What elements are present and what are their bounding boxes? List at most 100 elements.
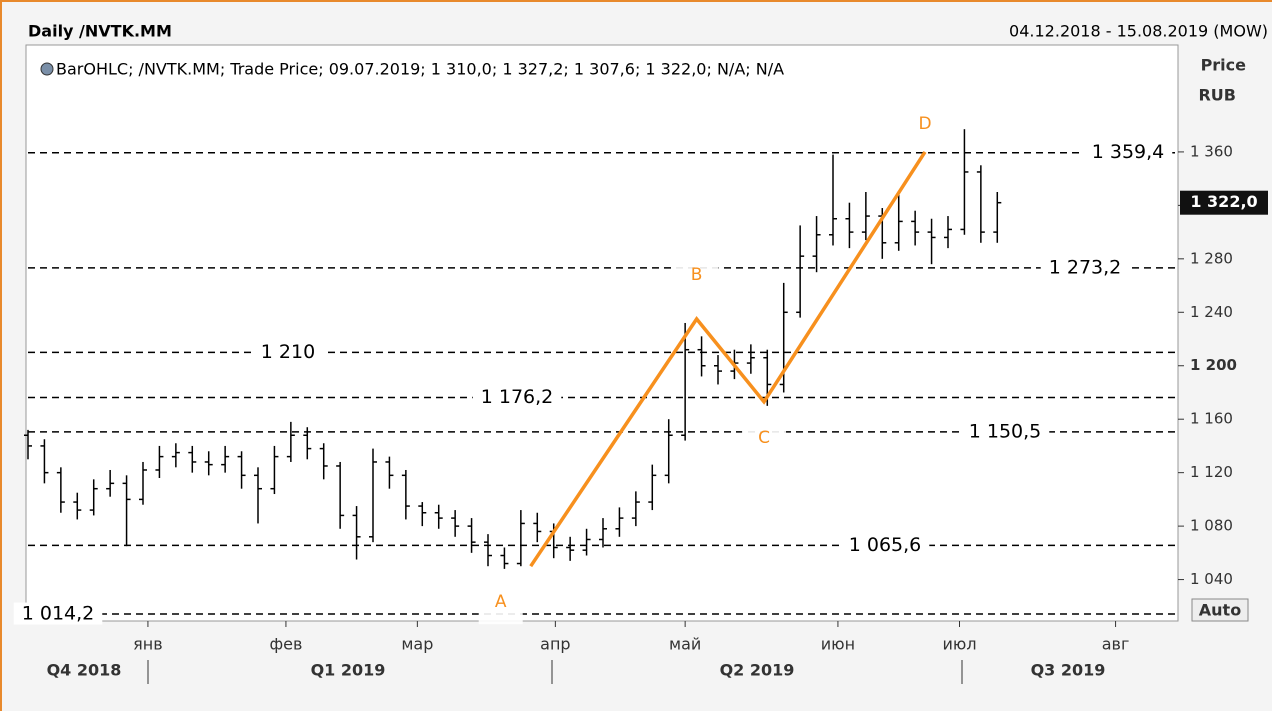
pattern-label: A xyxy=(495,592,507,612)
pattern-label: B xyxy=(691,265,703,285)
ohlc-bar xyxy=(385,456,394,489)
level-label-bg xyxy=(13,602,103,625)
pattern-label-bg xyxy=(903,101,947,146)
y-tick-label: 1 040 xyxy=(1190,570,1233,588)
ohlc-bar xyxy=(664,419,673,484)
ohlc-bar xyxy=(237,451,246,489)
chart-title: Daily /NVTK.MM xyxy=(28,22,172,41)
level-label: 1 065,6 xyxy=(849,534,922,556)
quarter-label: Q4 2018 xyxy=(47,661,122,680)
ohlc-bar xyxy=(221,445,230,473)
ohlc-bar xyxy=(204,451,213,476)
ohlc-bar xyxy=(681,322,690,441)
ohlc-bar xyxy=(516,510,525,567)
y-axis-unit: RUB xyxy=(1198,86,1236,105)
level-label-bg xyxy=(472,386,562,409)
ohlc-bar xyxy=(944,216,952,249)
ohlc-bar xyxy=(40,439,49,484)
quarter-label: Q2 2019 xyxy=(720,661,795,680)
level-label: 1 150,5 xyxy=(969,420,1042,442)
level-label: 1 014,2 xyxy=(22,603,95,625)
ohlc-bar xyxy=(993,192,1002,243)
level-label: 1 210 xyxy=(261,341,315,363)
level-label: 1 359,4 xyxy=(1092,141,1165,163)
pattern-label: C xyxy=(758,428,770,448)
x-tick-label: апр xyxy=(540,635,570,654)
pattern-label-bg xyxy=(674,252,719,297)
ohlc-bar xyxy=(746,344,755,374)
scale-mode[interactable] xyxy=(1191,598,1249,622)
ohlc-bar xyxy=(188,445,197,473)
legend: BarOHLC; /NVTK.MM; Trade Price; 09.07.20… xyxy=(56,60,784,79)
y-tick-label: 1 200 xyxy=(1190,356,1237,374)
ohlc-bar xyxy=(960,129,969,235)
ohlc-bar xyxy=(599,518,607,548)
ohlc-bar xyxy=(829,154,837,246)
ohlc-bar xyxy=(352,506,361,560)
ohlc-bar xyxy=(401,469,410,520)
level-label-bg xyxy=(1040,256,1130,279)
y-tick-label: 1 360 xyxy=(1190,142,1233,160)
ohlc-bar xyxy=(927,218,936,265)
y-tick-label: 1 160 xyxy=(1190,410,1233,428)
ohlc-bar xyxy=(56,467,65,513)
plot-area xyxy=(25,44,1179,622)
x-tick-label: июл xyxy=(942,635,976,654)
last-price-tag xyxy=(1180,190,1268,215)
ohlc-bar xyxy=(697,336,706,377)
level-label-bg xyxy=(960,420,1050,443)
ohlc-bar xyxy=(286,421,295,462)
last-price-label: 1 322,0 xyxy=(1190,192,1257,211)
ohlc-bar xyxy=(911,210,920,246)
level-label: 1 176,2 xyxy=(481,386,554,408)
pattern-label: D xyxy=(918,114,931,134)
ohlc-bar xyxy=(303,427,312,460)
ohlc-bar xyxy=(24,429,32,460)
ohlc-bar xyxy=(500,547,509,569)
x-tick-label: авг xyxy=(1102,635,1130,654)
ohlc-bar xyxy=(434,504,443,529)
ohlc-bar xyxy=(369,448,377,543)
ohlc-bar xyxy=(319,443,328,480)
ohlc-bar xyxy=(861,192,870,241)
x-tick-label: янв xyxy=(133,635,163,654)
y-tick-label: 1 120 xyxy=(1190,463,1233,481)
ohlc-bar xyxy=(533,512,542,543)
ohlc-bar xyxy=(155,445,164,479)
ohlc-bar xyxy=(796,225,805,318)
ohlc-bar xyxy=(582,528,591,556)
pattern-line xyxy=(529,150,927,568)
ohlc-bar xyxy=(89,479,98,516)
y-axis-title: Price xyxy=(1201,56,1247,75)
ohlc-bar xyxy=(467,518,476,553)
ohlc-bar xyxy=(631,491,640,527)
ohlc-bar xyxy=(615,507,624,537)
y-tick-label: 1 280 xyxy=(1190,249,1233,267)
ohlc-bar xyxy=(976,165,985,243)
ohlc-bar xyxy=(418,502,427,527)
x-tick-label: мар xyxy=(401,635,433,654)
x-tick-label: июн xyxy=(821,635,855,654)
level-label-bg xyxy=(1083,141,1173,164)
ohlc-bar xyxy=(270,445,279,495)
ohlc-bar xyxy=(336,461,345,529)
ohlc-bar xyxy=(254,467,262,524)
quarter-label: Q3 2019 xyxy=(1031,661,1106,680)
pattern-label-bg xyxy=(742,415,786,460)
ohlc-bar xyxy=(714,355,722,385)
x-tick-label: май xyxy=(669,635,701,654)
level-label-bg xyxy=(840,533,930,556)
ohlc-bar xyxy=(451,510,460,537)
x-tick-label: фев xyxy=(269,635,302,654)
ohlc-bar xyxy=(171,443,180,468)
date-range: 04.12.2018 - 15.08.2019 (MOW) xyxy=(1009,22,1268,41)
scale-mode-label[interactable]: Auto xyxy=(1199,601,1241,620)
quarter-label: Q1 2019 xyxy=(311,661,386,680)
ohlc-bar xyxy=(73,492,82,520)
ohlc-bar xyxy=(566,536,575,561)
legend-icon xyxy=(40,62,54,76)
ohlc-bar xyxy=(648,464,657,511)
level-label-bg xyxy=(252,340,324,363)
ohlc-bar xyxy=(812,216,821,273)
